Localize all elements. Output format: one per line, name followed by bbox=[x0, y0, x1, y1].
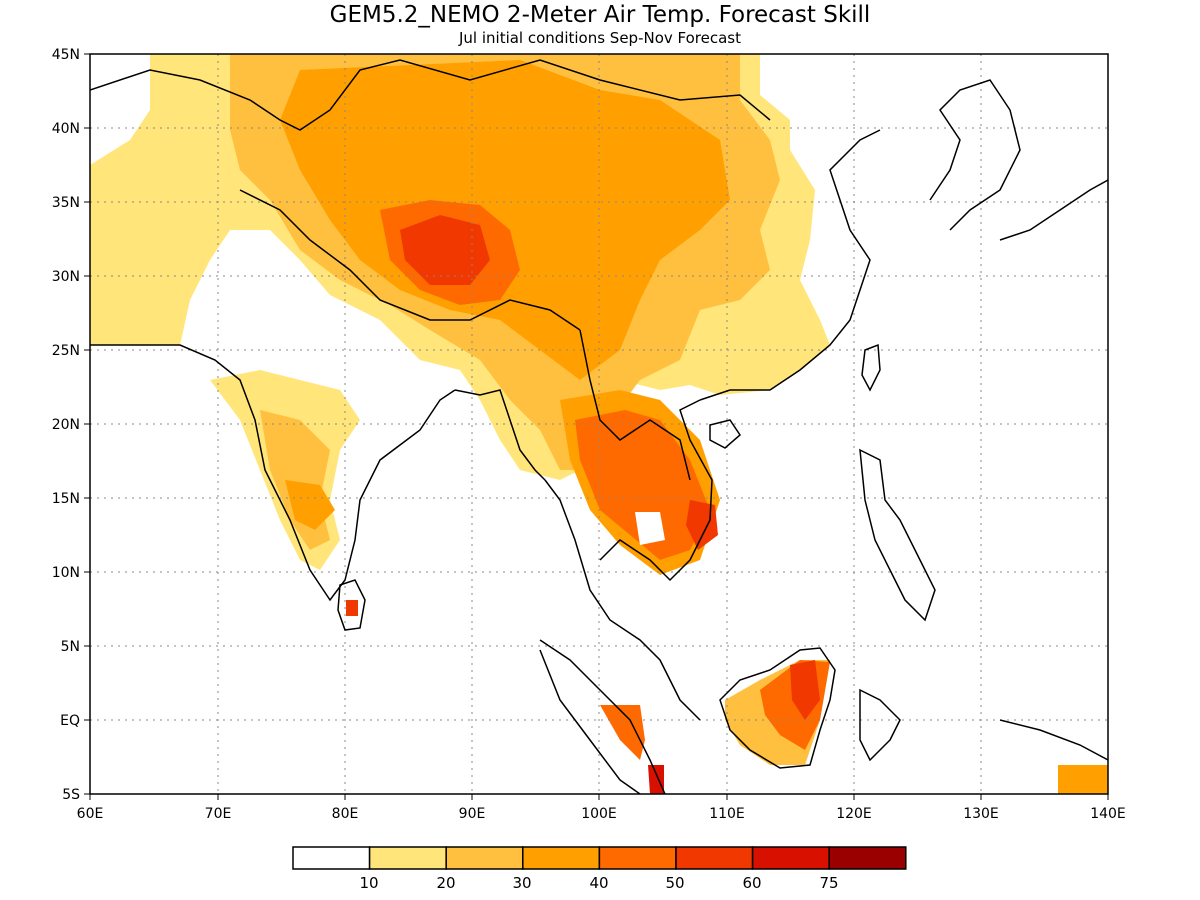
lon-label: 130E bbox=[963, 806, 999, 822]
skill-region-india-30-40 bbox=[285, 480, 335, 530]
tick-marks bbox=[84, 53, 1109, 800]
lat-label: 40N bbox=[52, 121, 80, 137]
coastline-indian-subcontinent bbox=[90, 344, 456, 602]
skill-region-50-60 bbox=[400, 215, 490, 285]
lat-label: EQ bbox=[60, 713, 80, 729]
lat-label: 30N bbox=[52, 269, 80, 285]
coastline-sumatra bbox=[539, 639, 666, 794]
border-central-asia bbox=[90, 59, 771, 131]
lat-label: 10N bbox=[52, 565, 80, 581]
skill-region-indochina-40-50 bbox=[575, 410, 710, 560]
border-himalaya bbox=[239, 189, 581, 331]
coastline-korea-japan bbox=[929, 79, 1021, 231]
colorbar-swatches bbox=[292, 846, 907, 870]
lat-label: 15N bbox=[52, 491, 80, 507]
map-title: GEM5.2_NEMO 2-Meter Air Temp. Forecast S… bbox=[330, 2, 871, 28]
lon-label: 90E bbox=[459, 806, 486, 822]
border-indochina-interior bbox=[579, 329, 691, 481]
coastline-gulf-of-thailand bbox=[599, 399, 713, 582]
skill-region-srilanka bbox=[346, 600, 358, 616]
coastline-sulawesi bbox=[859, 688, 901, 762]
longitude-labels: 60E 70E 80E 90E 100E 110E 120E 130E 140E bbox=[77, 806, 1126, 822]
colorbar-swatch bbox=[751, 846, 830, 870]
colorbar-label: 75 bbox=[819, 874, 838, 892]
coastline-sri-lanka bbox=[337, 579, 366, 631]
lon-label: 80E bbox=[332, 806, 359, 822]
skill-region-southeast-corner bbox=[1058, 765, 1108, 794]
colorbar-swatch bbox=[675, 846, 754, 870]
colorbar-label: 20 bbox=[436, 874, 455, 892]
colorbar-label: 50 bbox=[665, 874, 684, 892]
coastline-new-guinea bbox=[999, 719, 1108, 761]
colorbar-labels: 10 20 30 40 50 60 75 bbox=[359, 874, 838, 892]
lat-label: 5N bbox=[61, 639, 80, 655]
lat-label: 45N bbox=[52, 47, 80, 63]
coastline-sumatra-west bbox=[539, 649, 641, 794]
coastline-hainan bbox=[709, 419, 741, 449]
coastline-bay-of-bengal bbox=[454, 389, 546, 481]
lon-label: 70E bbox=[205, 806, 232, 822]
lon-label: 140E bbox=[1090, 806, 1126, 822]
grid-lines bbox=[90, 54, 1108, 794]
skill-region-indochina-hole bbox=[635, 512, 665, 545]
lat-label: 25N bbox=[52, 343, 80, 359]
coastlines bbox=[90, 59, 1108, 794]
skill-region-borneo-50-60 bbox=[790, 660, 820, 720]
colorbar-label: 40 bbox=[589, 874, 608, 892]
colorbar-label: 60 bbox=[742, 874, 761, 892]
coastline-philippines bbox=[859, 448, 936, 622]
lat-label: 20N bbox=[52, 417, 80, 433]
lat-label: 35N bbox=[52, 195, 80, 211]
colorbar-swatch bbox=[292, 846, 371, 870]
lon-label: 110E bbox=[709, 806, 745, 822]
colorbar-swatch bbox=[368, 846, 447, 870]
colorbar: 10 20 30 40 50 60 75 bbox=[292, 846, 907, 892]
colorbar-swatch bbox=[522, 846, 601, 870]
coastline-japan bbox=[999, 179, 1108, 241]
skill-shading bbox=[90, 54, 1108, 794]
colorbar-swatch bbox=[828, 846, 907, 870]
latitude-labels: 45N 40N 35N 30N 25N 20N 15N 10N 5N EQ 5S bbox=[52, 47, 80, 803]
colorbar-label: 10 bbox=[359, 874, 378, 892]
lat-label: 5S bbox=[62, 787, 80, 803]
coastline-indochina bbox=[544, 479, 701, 721]
lon-label: 120E bbox=[836, 806, 872, 822]
skill-region-sumatra-60-75 bbox=[648, 765, 664, 794]
coastline-taiwan bbox=[861, 343, 881, 392]
map-plot-area bbox=[90, 54, 1108, 794]
coastline-borneo bbox=[719, 647, 836, 769]
coastline-china bbox=[699, 129, 881, 401]
colorbar-swatch bbox=[598, 846, 677, 870]
colorbar-label: 30 bbox=[512, 874, 531, 892]
lon-label: 100E bbox=[581, 806, 617, 822]
skill-region-30-40 bbox=[280, 60, 730, 380]
map-subtitle: Jul initial conditions Sep-Nov Forecast bbox=[458, 29, 741, 47]
lon-label: 60E bbox=[77, 806, 104, 822]
colorbar-swatch bbox=[445, 846, 524, 870]
skill-region-sumatra-40-50 bbox=[600, 705, 645, 760]
